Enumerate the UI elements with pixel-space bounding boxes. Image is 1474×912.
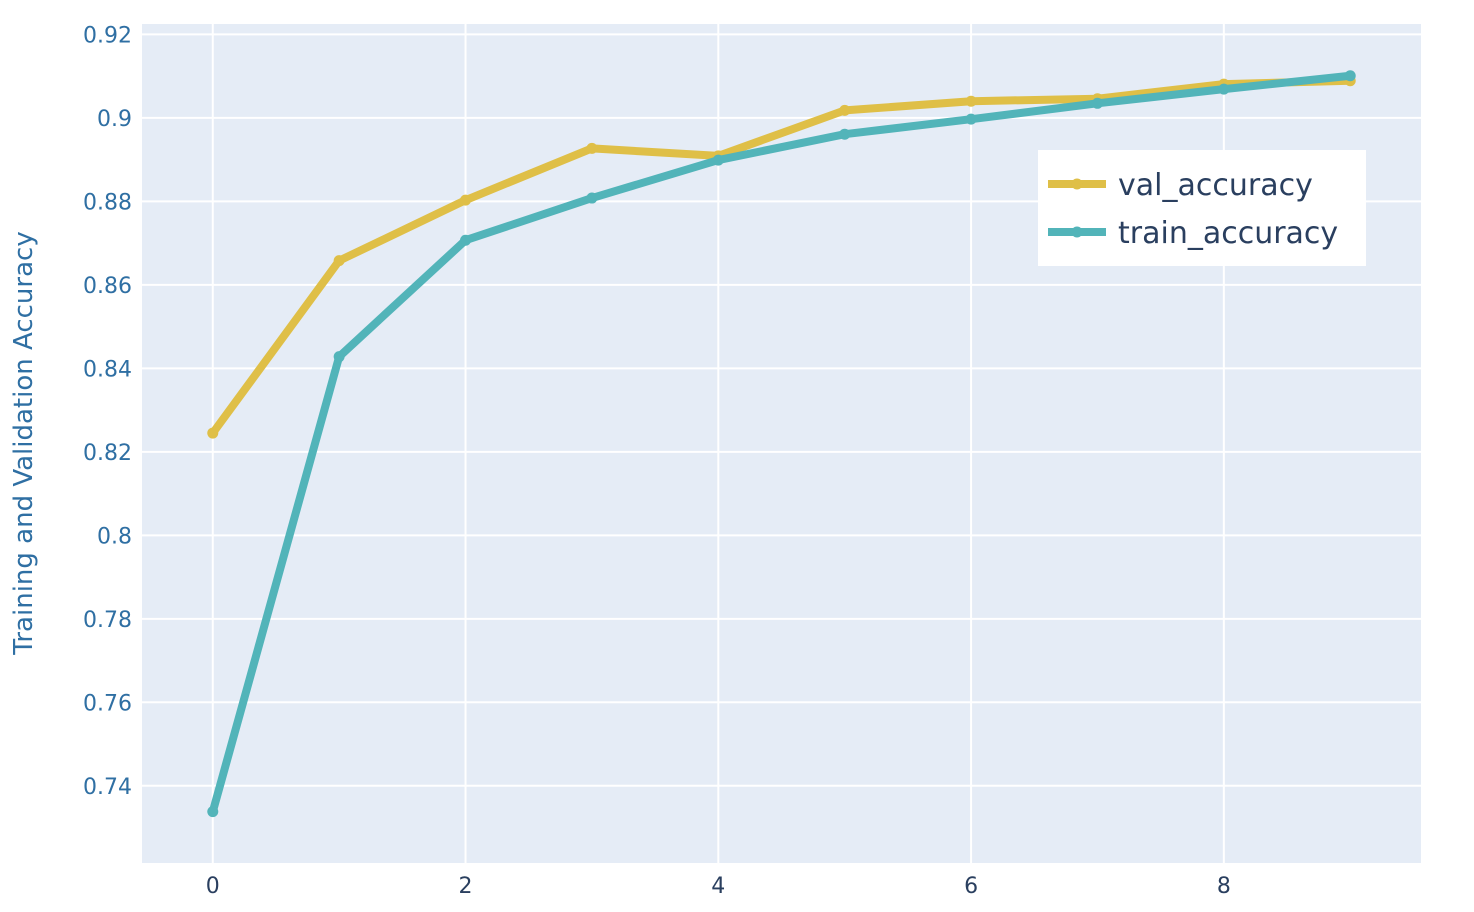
y-tick-label: 0.86	[83, 274, 132, 299]
data-point	[586, 142, 598, 154]
legend-label-val-accuracy: val_accuracy	[1118, 168, 1313, 203]
y-axis-label: Training and Validation Accuracy	[9, 231, 39, 655]
y-tick-label: 0.88	[83, 190, 132, 215]
x-tick-label: 8	[1217, 874, 1231, 899]
series-train-accuracy	[207, 70, 1356, 818]
y-tick-label: 0.74	[83, 775, 132, 800]
data-point	[965, 95, 977, 107]
data-point	[839, 104, 851, 116]
data-point	[207, 427, 219, 439]
y-tick-label: 0.8	[97, 524, 132, 549]
y-tick-label: 0.78	[83, 608, 132, 633]
data-point	[333, 351, 345, 363]
x-tick-label: 0	[206, 874, 220, 899]
data-point	[965, 113, 977, 125]
y-tick-label: 0.9	[97, 107, 132, 132]
data-point	[333, 255, 345, 267]
series-line	[208, 76, 1355, 438]
data-point	[207, 806, 219, 818]
y-tick-label: 0.84	[83, 357, 132, 382]
series-line	[208, 71, 1355, 816]
x-tick-label: 2	[459, 874, 473, 899]
y-tick-labels: 0.74 0.76 0.78 0.8 0.82 0.84 0.86 0.88 0.9 0.92	[83, 23, 132, 799]
data-point	[460, 234, 472, 246]
x-tick-label: 4	[711, 874, 725, 899]
data-point	[712, 154, 724, 166]
series-val-accuracy	[207, 75, 1356, 439]
data-point	[839, 128, 851, 140]
series-layer	[207, 70, 1356, 818]
y-gridlines	[142, 33, 1421, 787]
legend-box	[1038, 150, 1366, 266]
y-tick-label: 0.82	[83, 441, 132, 466]
data-point	[1091, 97, 1103, 109]
legend-marker-train-accuracy	[1071, 226, 1083, 238]
y-tick-label: 0.92	[83, 23, 132, 48]
data-point	[1344, 70, 1356, 82]
data-point	[460, 194, 472, 206]
data-point	[1218, 83, 1230, 95]
x-tick-labels: 0 2 4 6 8	[206, 874, 1231, 899]
legend-marker-val-accuracy	[1071, 178, 1083, 190]
y-tick-label: 0.76	[83, 691, 132, 716]
legend-label-train-accuracy: train_accuracy	[1118, 216, 1338, 251]
x-tick-label: 6	[964, 874, 978, 899]
legend: val_accuracy train_accuracy	[1038, 150, 1366, 266]
data-point	[586, 192, 598, 204]
